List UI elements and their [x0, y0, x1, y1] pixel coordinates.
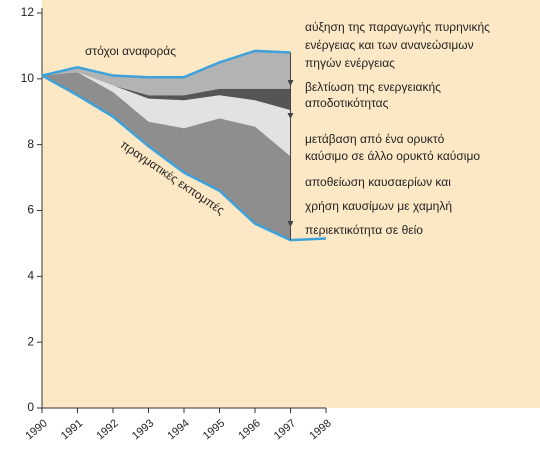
x-tick-label: 1991	[59, 417, 85, 442]
x-tick-label: 1994	[165, 417, 191, 442]
band-label: βελτίωση της ενεργειακής	[305, 80, 441, 94]
area-band	[42, 72, 291, 157]
y-tick-label: 10	[21, 71, 35, 85]
y-tick-label: 12	[21, 5, 35, 19]
x-tick-label: 1997	[272, 417, 298, 442]
band-label: αποθείωση καυσαερίων και	[305, 175, 451, 189]
band-label: αποδοτικότητας	[305, 96, 389, 110]
x-tick-label: 1995	[201, 417, 227, 442]
band-label: πηγών ενέργειας	[305, 56, 395, 70]
y-tick-label: 8	[27, 137, 34, 151]
band-label: χρήση καυσίμων με χαμηλή	[305, 199, 452, 213]
x-tick-label: 1993	[130, 417, 156, 442]
x-tick-label: 1992	[94, 417, 120, 442]
band-label: περιεκτικότητα σε θείο	[305, 223, 423, 237]
x-tick-label: 1996	[236, 417, 262, 442]
arrow-head	[287, 113, 294, 119]
band-label: αύξηση της παραγωγής πυρηνικής	[305, 20, 490, 34]
target-label: στόχοι αναφοράς	[85, 44, 176, 58]
x-tick-label: 1990	[23, 417, 49, 442]
area-band	[42, 50, 291, 96]
y-tick-label: 0	[27, 400, 34, 414]
x-tick-label: 1998	[307, 417, 333, 442]
actual-line	[41, 74, 327, 242]
arrow-head	[287, 221, 294, 227]
y-tick-label: 4	[27, 269, 34, 283]
arrow-head	[287, 80, 294, 86]
band-label: ενέργειας και των ανανεώσιμων	[305, 38, 474, 52]
y-tick-label: 6	[27, 203, 34, 217]
band-label: καύσιμο σε άλλο ορυκτό καύσιμο	[305, 149, 480, 163]
target-line	[41, 49, 291, 79]
area-band	[42, 72, 291, 111]
band-label: μετάβαση από ένα ορυκτό	[305, 132, 445, 146]
y-tick-label: 2	[27, 334, 34, 348]
